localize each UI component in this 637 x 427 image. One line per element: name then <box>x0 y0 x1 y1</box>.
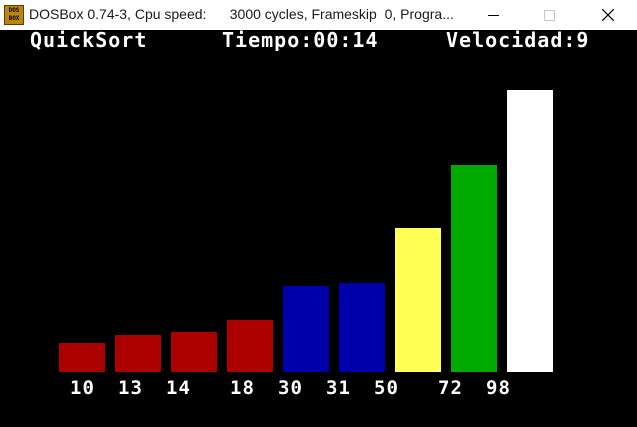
bar-72 <box>451 165 497 372</box>
bar-13 <box>115 335 161 372</box>
bar-value-label: 98 <box>486 377 511 399</box>
bar-31 <box>339 283 385 372</box>
bar-value-label: 50 <box>374 377 399 399</box>
maximize-icon <box>543 9 555 21</box>
bar-value-label: 72 <box>438 377 463 399</box>
bar-value-label: 31 <box>326 377 351 399</box>
bar-value-label: 13 <box>118 377 143 399</box>
app-icon-label: DOS BOX <box>8 7 20 22</box>
elapsed-time: Tiempo:00:14 <box>222 28 379 52</box>
minimize-button[interactable] <box>470 0 516 30</box>
minimize-icon <box>487 14 499 16</box>
maximize-button[interactable] <box>526 0 572 30</box>
algorithm-name: QuickSort <box>30 28 148 52</box>
bar-value-label: 14 <box>166 377 191 399</box>
bar-30 <box>283 286 329 372</box>
bar-18 <box>227 320 273 372</box>
bar-14 <box>171 332 217 372</box>
close-button[interactable] <box>585 0 631 30</box>
close-icon <box>602 9 614 21</box>
window-titlebar[interactable]: DOS BOX DOSBox 0.74-3, Cpu speed: 3000 c… <box>0 0 637 30</box>
bar-value-label: 30 <box>278 377 303 399</box>
dosbox-app-icon[interactable]: DOS BOX <box>4 5 24 25</box>
bar-98 <box>507 90 553 372</box>
bar-10 <box>59 343 105 372</box>
bar-50 <box>395 228 441 372</box>
speed-level: Velocidad:9 <box>446 28 590 52</box>
window-title: DOSBox 0.74-3, Cpu speed: 3000 cycles, F… <box>29 6 454 22</box>
bar-value-label: 18 <box>230 377 255 399</box>
bar-value-label: 10 <box>70 377 95 399</box>
dos-screen[interactable]: QuickSort Tiempo:00:14 Velocidad:9 10 13 1… <box>0 30 637 427</box>
